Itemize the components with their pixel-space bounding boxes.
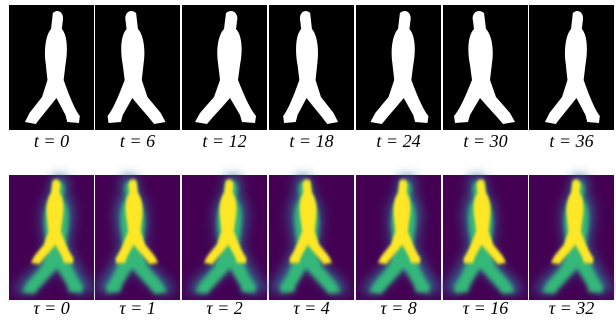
heatmap-panel — [356, 175, 441, 300]
silhouette-panel — [182, 5, 267, 130]
panel-label: τ = 1 — [119, 298, 156, 318]
heatmap-panel — [443, 175, 528, 300]
panel-label: t = 0 — [34, 131, 69, 151]
panel-label: t = 36 — [549, 131, 593, 151]
heatmap-panel — [182, 175, 267, 300]
silhouette-panel — [443, 5, 528, 130]
silhouette-panel — [95, 5, 180, 130]
silhouette-panel — [269, 5, 354, 130]
panel-label: τ = 32 — [549, 298, 595, 318]
panel-label: t = 12 — [202, 131, 246, 151]
panel-label: τ = 2 — [206, 298, 243, 318]
panel-label: t = 18 — [289, 131, 333, 151]
panel-label: τ = 8 — [380, 298, 417, 318]
panel-label: t = 24 — [376, 131, 420, 151]
silhouette-panel — [529, 5, 614, 130]
silhouette-panel — [9, 5, 94, 130]
heatmap-panel — [9, 175, 94, 300]
heatmap-panel — [269, 175, 354, 300]
figure: t = 0 t = 6 t = 12 t = 18 t = 24 t = 30 t = 36… — [0, 0, 616, 320]
panel-label: τ = 16 — [463, 298, 509, 318]
panel-label: t = 30 — [463, 131, 507, 151]
heatmap-panel — [529, 175, 614, 300]
panel-label: τ = 0 — [33, 298, 70, 318]
heatmap-panel — [95, 175, 180, 300]
panel-label: τ = 4 — [293, 298, 330, 318]
panel-label: t = 6 — [120, 131, 155, 151]
silhouette-panel — [356, 5, 441, 130]
